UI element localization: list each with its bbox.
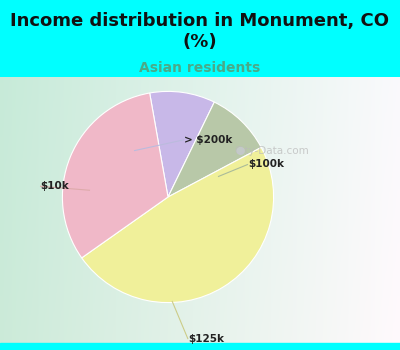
Bar [0,343,400,350]
Wedge shape [82,147,274,303]
Text: $10k: $10k [40,181,69,191]
Wedge shape [168,102,261,197]
Wedge shape [150,91,214,197]
Wedge shape [62,93,168,258]
Text: City-Data.com: City-Data.com [235,146,309,156]
Text: > $200k: > $200k [184,135,232,145]
Text: $100k: $100k [248,159,284,169]
Text: $125k: $125k [188,334,224,344]
Text: Income distribution in Monument, CO
(%): Income distribution in Monument, CO (%) [10,12,390,51]
Text: ⬤: ⬤ [235,146,245,155]
Text: Asian residents: Asian residents [139,62,261,76]
